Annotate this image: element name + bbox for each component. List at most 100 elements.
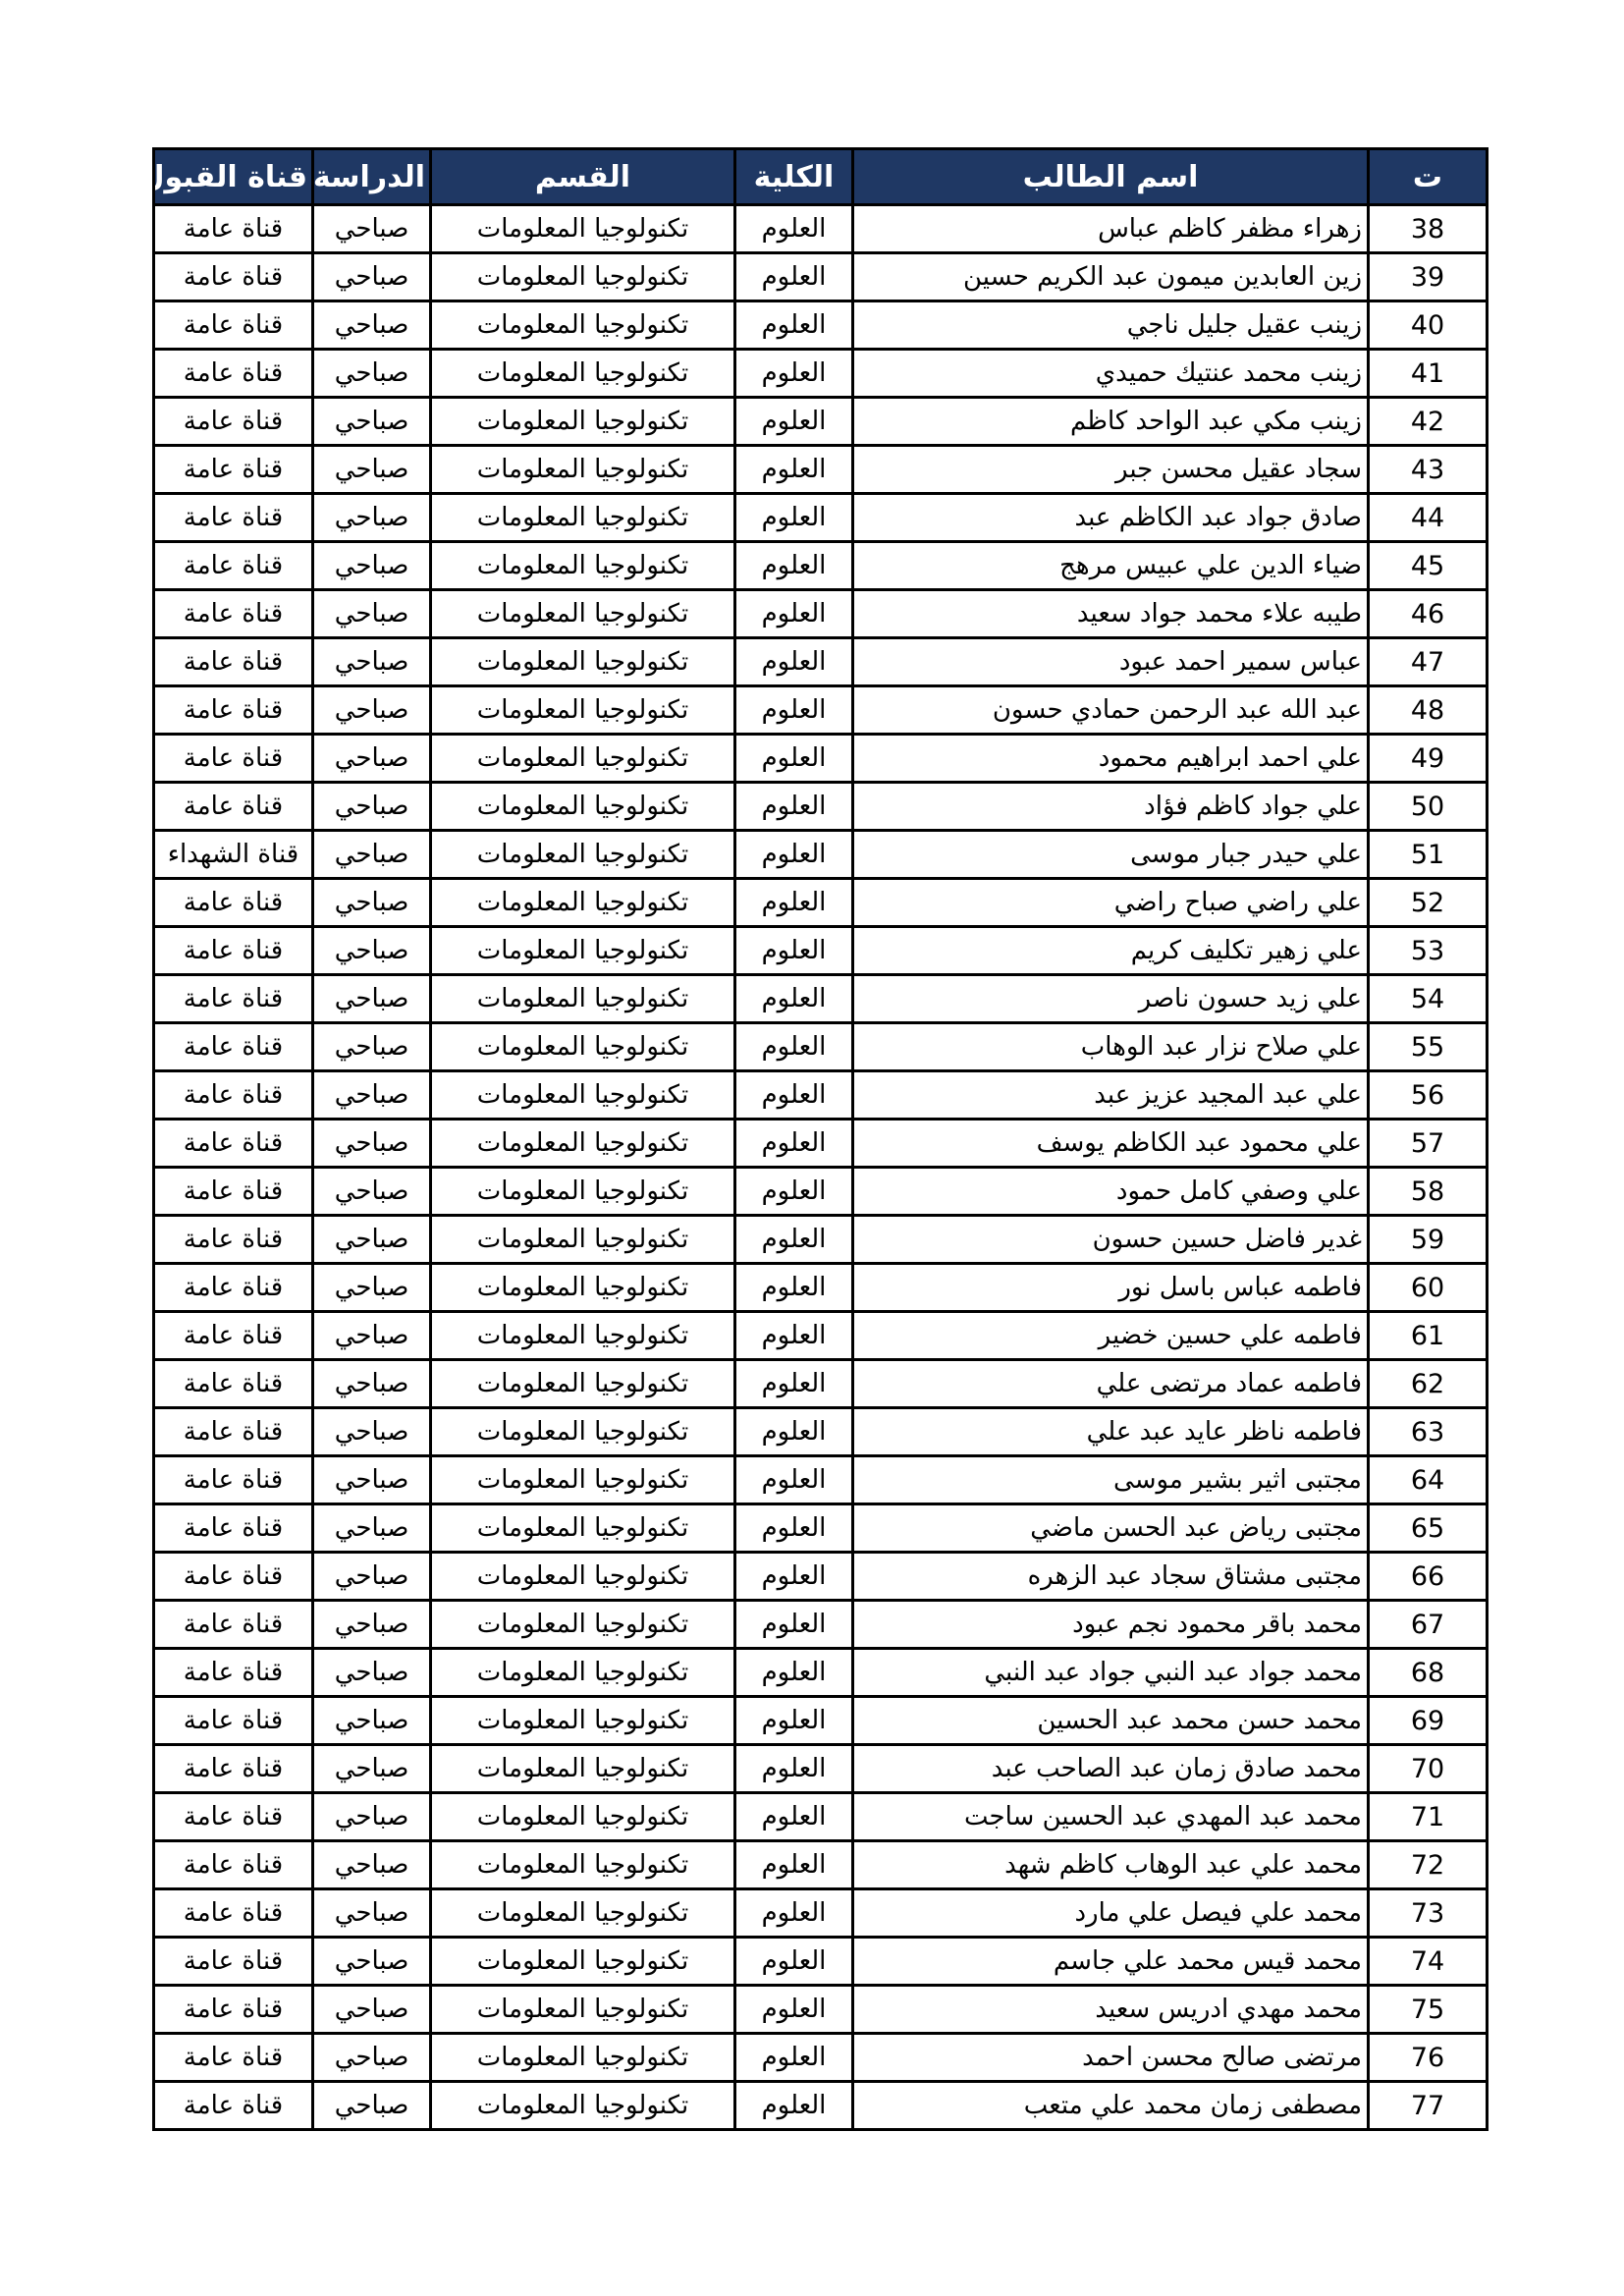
cell-serial: 57 — [1367, 1118, 1489, 1169]
cell-name: محمد علي فيصل علي مارد — [851, 1887, 1370, 1939]
cell-serial: 76 — [1367, 2032, 1489, 2083]
cell-study: صباحي — [311, 1262, 432, 1313]
cell-department: تكنولوجيا المعلومات — [429, 588, 736, 639]
cell-channel: قناة عامة — [152, 348, 314, 399]
cell-college: العلوم — [733, 1695, 854, 1746]
cell-channel: قناة عامة — [152, 1647, 314, 1698]
cell-college: العلوم — [733, 540, 854, 591]
cell-study: صباحي — [311, 348, 432, 399]
cell-serial: 72 — [1367, 1839, 1489, 1890]
cell-serial: 50 — [1367, 781, 1489, 832]
cell-serial: 73 — [1367, 1887, 1489, 1939]
table-row: 50 علي جواد كاظم فؤاد العلوم تكنولوجيا المع… — [152, 781, 1489, 832]
cell-channel: قناة عامة — [152, 925, 314, 976]
header-cell-name: اسم الطالب — [851, 147, 1370, 206]
cell-college: العلوم — [733, 1021, 854, 1072]
cell-study: صباحي — [311, 203, 432, 254]
cell-college: العلوم — [733, 1984, 854, 2035]
cell-serial: 66 — [1367, 1551, 1489, 1602]
cell-channel: قناة عامة — [152, 203, 314, 254]
cell-study: صباحي — [311, 1118, 432, 1169]
cell-name: عباس سمير احمد عبود — [851, 636, 1370, 687]
cell-name: علي جواد كاظم فؤاد — [851, 781, 1370, 832]
cell-study: صباحي — [311, 1358, 432, 1409]
cell-name: علي محمود عبد الكاظم يوسف — [851, 1118, 1370, 1169]
cell-department: تكنولوجيا المعلومات — [429, 1743, 736, 1794]
cell-name: طيبه علاء محمد جواد سعيد — [851, 588, 1370, 639]
cell-department: تكنولوجيا المعلومات — [429, 781, 736, 832]
admission-table: ت اسم الطالب الكلية القسم الدراسة قناة ا… — [152, 147, 1489, 2131]
cell-channel: قناة عامة — [152, 1214, 314, 1265]
cell-name: غدير فاضل حسين حسون — [851, 1214, 1370, 1265]
cell-serial: 74 — [1367, 1936, 1489, 1987]
cell-college: العلوم — [733, 733, 854, 784]
cell-serial: 75 — [1367, 1984, 1489, 2035]
cell-serial: 42 — [1367, 396, 1489, 447]
cell-college: العلوم — [733, 396, 854, 447]
cell-channel: قناة عامة — [152, 636, 314, 687]
cell-channel: قناة عامة — [152, 1406, 314, 1457]
cell-name: علي زهير تكليف كريم — [851, 925, 1370, 976]
table-row: 53 علي زهير تكليف كريم العلوم تكنولوجيا الم… — [152, 925, 1489, 976]
cell-channel: قناة عامة — [152, 781, 314, 832]
cell-serial: 64 — [1367, 1454, 1489, 1505]
cell-department: تكنولوجيا المعلومات — [429, 1839, 736, 1890]
cell-serial: 70 — [1367, 1743, 1489, 1794]
table-row: 62 فاطمه عماد مرتضى علي العلوم تكنولوجيا ال… — [152, 1358, 1489, 1409]
header-cell-serial: ت — [1367, 147, 1489, 206]
cell-department: تكنولوجيا المعلومات — [429, 1310, 736, 1361]
cell-channel: قناة عامة — [152, 251, 314, 302]
cell-study: صباحي — [311, 1166, 432, 1217]
cell-serial: 49 — [1367, 733, 1489, 784]
table-row: 74 محمد قيس محمد علي جاسم العلوم تكنولوجيا … — [152, 1936, 1489, 1987]
cell-channel: قناة عامة — [152, 492, 314, 543]
cell-serial: 53 — [1367, 925, 1489, 976]
cell-name: فاطمه عماد مرتضى علي — [851, 1358, 1370, 1409]
cell-channel: قناة عامة — [152, 1503, 314, 1554]
cell-college: العلوم — [733, 1406, 854, 1457]
table-row: 46 طيبه علاء محمد جواد سعيد العلوم تكنولوجي… — [152, 588, 1489, 639]
cell-study: صباحي — [311, 2032, 432, 2083]
cell-serial: 48 — [1367, 684, 1489, 736]
cell-study: صباحي — [311, 1310, 432, 1361]
cell-department: تكنولوجيا المعلومات — [429, 973, 736, 1024]
cell-channel: قناة عامة — [152, 300, 314, 351]
cell-channel: قناة عامة — [152, 1262, 314, 1313]
table-row: 72 محمد علي عبد الوهاب كاظم شهد العلوم تكنو… — [152, 1839, 1489, 1890]
table-row: 42 زينب مكي عبد الواحد كاظم العلوم تكنولوجي… — [152, 396, 1489, 447]
cell-department: تكنولوجيا المعلومات — [429, 684, 736, 736]
cell-channel: قناة عامة — [152, 973, 314, 1024]
cell-serial: 61 — [1367, 1310, 1489, 1361]
cell-study: صباحي — [311, 444, 432, 495]
cell-college: العلوم — [733, 1069, 854, 1121]
cell-name: محمد باقر محمود نجم عبود — [851, 1599, 1370, 1650]
table-row: 45 ضياء الدين علي عبيس مرهج العلوم تكنولوجي… — [152, 540, 1489, 591]
cell-study: صباحي — [311, 1021, 432, 1072]
cell-serial: 54 — [1367, 973, 1489, 1024]
cell-channel: قناة عامة — [152, 588, 314, 639]
cell-college: العلوم — [733, 1214, 854, 1265]
cell-department: تكنولوجيا المعلومات — [429, 348, 736, 399]
cell-serial: 43 — [1367, 444, 1489, 495]
cell-department: تكنولوجيا المعلومات — [429, 1503, 736, 1554]
cell-name: علي صلاح نزار عبد الوهاب — [851, 1021, 1370, 1072]
cell-college: العلوم — [733, 877, 854, 928]
table-row: 65 مجتبى رياض عبد الحسن ماضي العلوم تكنولوج… — [152, 1503, 1489, 1554]
cell-study: صباحي — [311, 1503, 432, 1554]
cell-department: تكنولوجيا المعلومات — [429, 1454, 736, 1505]
cell-college: العلوم — [733, 1166, 854, 1217]
cell-department: تكنولوجيا المعلومات — [429, 1984, 736, 2035]
cell-study: صباحي — [311, 588, 432, 639]
cell-study: صباحي — [311, 733, 432, 784]
cell-department: تكنولوجيا المعلومات — [429, 1166, 736, 1217]
table-header: ت اسم الطالب الكلية القسم الدراسة قناة ا… — [152, 147, 1489, 206]
cell-college: العلوم — [733, 203, 854, 254]
table-row: 39 زين العابدين ميمون عبد الكريم حسين العل… — [152, 251, 1489, 302]
cell-channel: قناة عامة — [152, 1887, 314, 1939]
cell-serial: 65 — [1367, 1503, 1489, 1554]
cell-name: علي حيدر جبار موسى — [851, 829, 1370, 880]
cell-name: زينب محمد عنتيك حميدي — [851, 348, 1370, 399]
cell-name: محمد قيس محمد علي جاسم — [851, 1936, 1370, 1987]
cell-study: صباحي — [311, 1069, 432, 1121]
cell-channel: قناة عامة — [152, 1310, 314, 1361]
